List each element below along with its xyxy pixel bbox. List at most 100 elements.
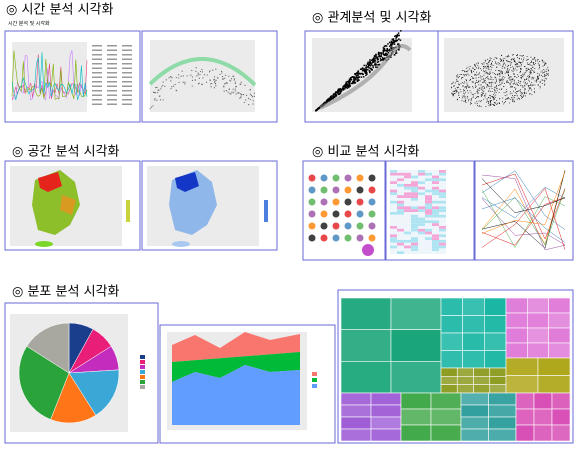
point [473, 71, 474, 72]
point [502, 78, 504, 80]
heat-cell [411, 237, 418, 240]
treemap-cell [370, 404, 402, 418]
point [229, 79, 231, 81]
heat-cell [425, 251, 432, 254]
point [190, 74, 192, 76]
point [391, 41, 393, 43]
point [458, 83, 460, 85]
point [477, 88, 479, 90]
point [383, 45, 386, 48]
point [504, 58, 506, 60]
point [490, 86, 492, 88]
point [465, 79, 467, 80]
point [499, 103, 500, 104]
point [339, 91, 342, 93]
point [465, 74, 467, 76]
point [482, 81, 483, 83]
point [375, 56, 377, 58]
point [369, 65, 372, 67]
parallel-line [481, 178, 566, 214]
point [491, 91, 493, 92]
point [502, 80, 504, 82]
point [237, 92, 239, 94]
glyph [362, 244, 374, 256]
heat-cell [411, 223, 418, 226]
heat-cell [390, 245, 397, 249]
point [485, 67, 487, 69]
legend-item [122, 54, 132, 56]
point [469, 80, 471, 81]
point [371, 69, 373, 71]
treemap-cell [527, 327, 549, 344]
treemap-cell [484, 332, 507, 351]
treemap-cell [440, 350, 463, 369]
point [330, 98, 332, 100]
line [11, 52, 88, 101]
point [536, 60, 538, 62]
point [487, 68, 489, 70]
point [456, 91, 458, 92]
point [484, 72, 486, 74]
point [489, 88, 490, 90]
legend-item [122, 76, 132, 78]
point [497, 63, 499, 65]
point [528, 77, 530, 79]
glyph [368, 222, 376, 230]
point [451, 92, 453, 94]
point [501, 71, 503, 73]
point [517, 63, 519, 65]
point [496, 89, 498, 91]
point [391, 45, 393, 47]
heat-cell [390, 223, 397, 226]
point [228, 88, 230, 91]
point [516, 77, 518, 78]
point [340, 89, 343, 92]
point [507, 68, 509, 70]
point [347, 85, 350, 88]
thumbnails [11, 30, 571, 442]
point [232, 92, 235, 94]
parallel-line [481, 189, 566, 246]
point [191, 69, 193, 72]
point [181, 70, 183, 72]
point [531, 94, 533, 96]
point [485, 66, 486, 67]
legend-item [92, 99, 102, 101]
point [509, 83, 511, 85]
point [541, 59, 543, 61]
heat-cell [390, 189, 397, 193]
point [155, 87, 157, 89]
point [506, 60, 508, 62]
point [516, 66, 518, 68]
point [483, 66, 485, 68]
point [523, 72, 525, 74]
point [500, 79, 502, 81]
heat-cell [418, 245, 425, 249]
glyph [344, 222, 352, 230]
point [521, 61, 523, 63]
point [542, 79, 544, 81]
treemap-cell [505, 312, 528, 329]
legend-item [107, 72, 117, 74]
point [508, 75, 509, 77]
point [521, 94, 523, 96]
point [354, 73, 357, 76]
point [500, 79, 502, 81]
point [506, 71, 507, 73]
point [459, 97, 460, 98]
heat-cell [390, 184, 397, 187]
point [469, 68, 470, 70]
point [466, 97, 468, 99]
point [216, 77, 219, 79]
point [491, 103, 493, 105]
legend-item [92, 90, 102, 92]
point [390, 47, 393, 50]
point [513, 59, 515, 61]
point [368, 67, 370, 69]
point [201, 68, 203, 71]
heat-cell [397, 242, 404, 246]
point [384, 49, 387, 52]
heat-cell [411, 240, 418, 243]
point [496, 66, 498, 68]
